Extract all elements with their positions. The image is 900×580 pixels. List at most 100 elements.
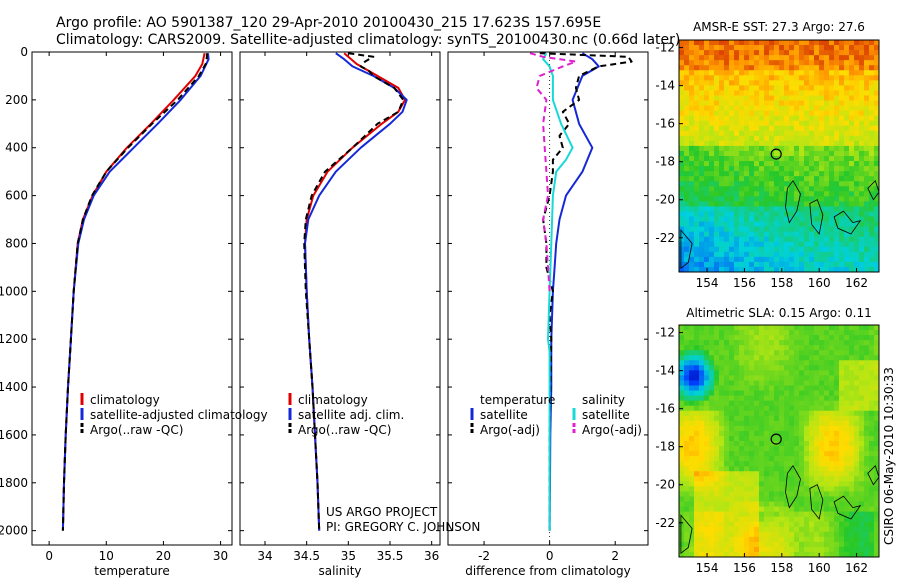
heatmap-cell (779, 135, 785, 142)
heatmap-cell (724, 201, 730, 208)
heatmap-cell (724, 360, 730, 366)
heatmap-cell (839, 430, 845, 437)
heatmap-cell (789, 496, 795, 503)
heatmap-cell (759, 90, 765, 97)
heatmap-cell (689, 120, 695, 127)
heatmap-cell (794, 506, 800, 513)
heatmap-cell (689, 340, 695, 346)
heatmap-cell (724, 491, 730, 498)
heatmap-cell (734, 256, 740, 263)
heatmap-cell (839, 345, 845, 351)
heatmap-cell (839, 85, 845, 92)
heatmap-cell (739, 471, 745, 477)
heatmap-cell (859, 130, 865, 137)
heatmap-cell (829, 420, 835, 427)
heatmap-cell (799, 90, 805, 97)
heatmap-cell (684, 516, 690, 523)
heatmap-cell (874, 150, 879, 157)
heatmap-cell (769, 115, 775, 122)
heatmap-cell (744, 511, 750, 518)
heatmap-cell (759, 256, 765, 263)
heatmap-cell (744, 375, 750, 382)
heatmap-cell (709, 405, 715, 412)
heatmap-cell (819, 410, 825, 417)
salinity-xtick-label: 34.5 (293, 549, 320, 563)
heatmap-cell (694, 196, 700, 202)
heatmap-cell (814, 256, 820, 263)
heatmap-cell (874, 50, 879, 56)
heatmap-cell (729, 400, 735, 407)
heatmap-cell (834, 536, 840, 543)
heatmap-cell (759, 446, 765, 452)
heatmap-cell (719, 506, 725, 513)
heatmap-cell (864, 45, 870, 51)
heatmap-cell (819, 100, 825, 107)
heatmap-cell (809, 511, 815, 518)
heatmap-cell (874, 435, 879, 442)
heatmap-cell (829, 536, 835, 543)
heatmap-cell (764, 156, 770, 162)
heatmap-cell (839, 256, 845, 263)
heatmap-cell (729, 526, 735, 533)
heatmap-cell (739, 80, 745, 86)
heatmap-cell (749, 40, 755, 46)
heatmap-cell (714, 236, 720, 243)
heatmap-cell (874, 186, 879, 192)
depth-tick-label: 400 (5, 141, 28, 155)
heatmap-cell (679, 135, 685, 142)
heatmap-cell (804, 456, 810, 462)
heatmap-cell (859, 340, 865, 346)
heatmap-cell (869, 176, 875, 182)
heatmap-cell (789, 385, 795, 392)
heatmap-cell (709, 50, 715, 56)
heatmap-cell (789, 395, 795, 402)
heatmap-cell (849, 536, 855, 543)
heatmap-cell (839, 95, 845, 102)
heatmap-cell (869, 415, 875, 422)
heatmap-cell (764, 55, 770, 61)
heatmap-cell (769, 40, 775, 46)
heatmap-cell (864, 105, 870, 112)
heatmap-cell (829, 405, 835, 412)
heatmap-cell (864, 531, 870, 538)
legend-group-title: temperature (480, 393, 555, 407)
heatmap-cell (864, 410, 870, 417)
heatmap-cell (834, 350, 840, 356)
heatmap-cell (759, 70, 765, 76)
heatmap-cell (789, 80, 795, 86)
heatmap-cell (859, 236, 865, 243)
heatmap-cell (679, 221, 685, 228)
heatmap-cell (809, 216, 815, 223)
heatmap-cell (709, 120, 715, 127)
heatmap-cell (729, 246, 735, 253)
salinity-series-satellite-adj-clim- (304, 52, 408, 531)
heatmap-cell (839, 105, 845, 112)
heatmap-cell (799, 390, 805, 397)
heatmap-cell (679, 256, 685, 263)
heatmap-cell (709, 266, 715, 272)
heatmap-cell (834, 171, 840, 177)
heatmap-cell (684, 150, 690, 157)
heatmap-cell (774, 256, 780, 263)
heatmap-cell (734, 340, 740, 346)
heatmap-cell (859, 161, 865, 167)
heatmap-cell (719, 196, 725, 202)
heatmap-cell (739, 501, 745, 508)
heatmap-cell (724, 546, 730, 553)
heatmap-cell (789, 75, 795, 81)
heatmap-cell (794, 95, 800, 102)
heatmap-cell (804, 506, 810, 513)
heatmap-cell (784, 405, 790, 412)
heatmap-cell (779, 511, 785, 518)
heatmap-cell (809, 496, 815, 503)
heatmap-cell (814, 85, 820, 92)
heatmap-cell (794, 135, 800, 142)
heatmap-cell (844, 105, 850, 112)
heatmap-cell (754, 430, 760, 437)
heatmap-cell (759, 456, 765, 462)
heatmap-cell (714, 355, 720, 361)
heatmap-cell (814, 110, 820, 117)
heatmap-cell (734, 120, 740, 127)
heatmap-cell (694, 60, 700, 66)
heatmap-cell (874, 330, 879, 336)
